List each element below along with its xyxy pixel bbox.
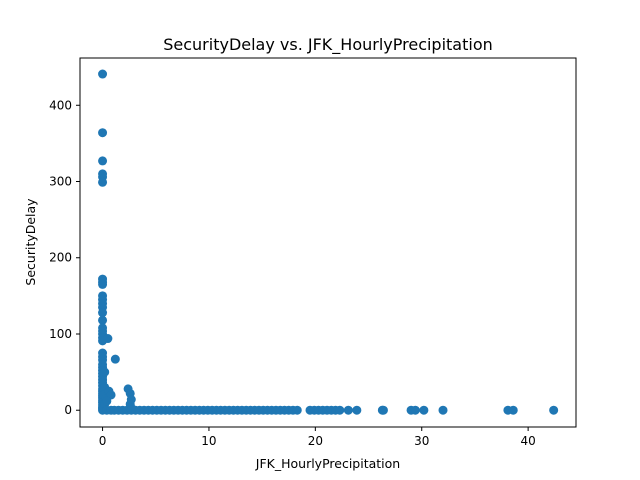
- data-point: [102, 396, 112, 406]
- plot-frame: [79, 57, 577, 428]
- data-point: [508, 405, 518, 415]
- y-tick-label: 300: [49, 175, 72, 189]
- x-tick-label: 0: [99, 434, 107, 448]
- data-point: [98, 279, 108, 289]
- chart-title: SecurityDelay vs. JFK_HourlyPrecipitatio…: [163, 35, 493, 55]
- data-point: [378, 405, 388, 415]
- data-point: [98, 177, 108, 187]
- y-axis-label: SecurityDelay: [23, 198, 38, 286]
- x-tick-label: 30: [414, 434, 429, 448]
- data-point: [103, 334, 113, 344]
- y-tick-label: 0: [64, 403, 72, 417]
- y-tick-label: 100: [49, 327, 72, 341]
- data-point: [335, 405, 345, 415]
- data-point: [410, 405, 420, 415]
- data-point: [549, 405, 559, 415]
- y-axis-ticks: 0 100 200 300 400: [49, 98, 80, 417]
- data-point: [98, 308, 108, 318]
- x-axis-label: JFK_HourlyPrecipitation: [255, 456, 400, 471]
- y-tick-label: 200: [49, 251, 72, 265]
- data-point: [100, 367, 110, 377]
- data-point: [98, 156, 108, 166]
- data-point: [343, 405, 353, 415]
- data-point: [352, 405, 362, 415]
- data-point: [98, 69, 108, 79]
- data-point: [292, 405, 302, 415]
- points-layer: [98, 69, 559, 415]
- data-point: [98, 128, 108, 138]
- x-axis-ticks: 0 10 20 30 40: [99, 427, 536, 448]
- x-tick-label: 20: [308, 434, 323, 448]
- data-point: [110, 354, 120, 364]
- x-tick-label: 40: [520, 434, 535, 448]
- data-point: [98, 315, 108, 325]
- y-tick-label: 400: [49, 98, 72, 112]
- data-point: [438, 405, 448, 415]
- x-tick-label: 10: [201, 434, 216, 448]
- data-point: [419, 405, 429, 415]
